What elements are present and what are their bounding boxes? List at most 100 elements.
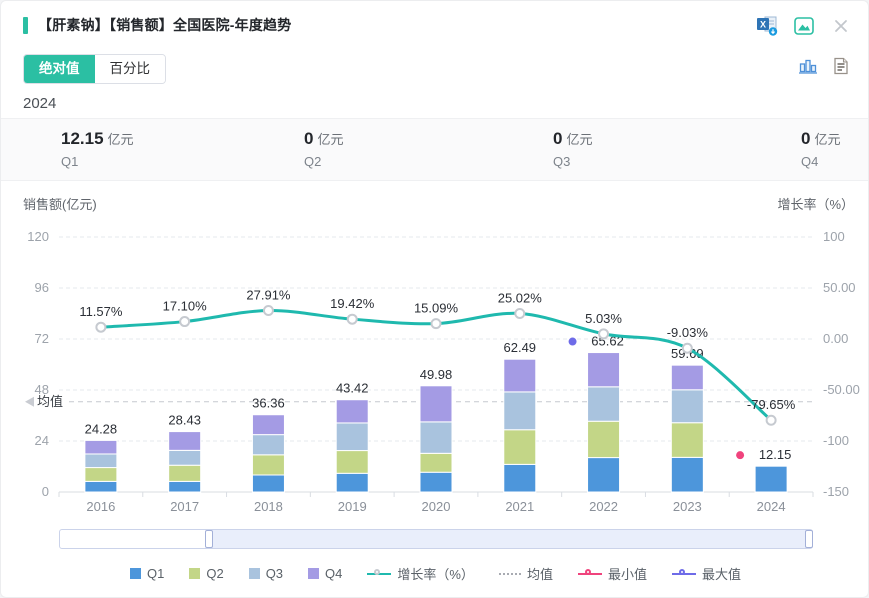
bar-segment-q4-2022[interactable] [587, 352, 621, 388]
bar-segment-q2-2017[interactable] [168, 464, 202, 482]
legend-item-[interactable]: 最小值 [577, 564, 647, 583]
bar-segment-q3-2019[interactable] [335, 422, 369, 452]
summary-q1-value: 12.15 [61, 129, 104, 148]
bar-segment-q3-2016[interactable] [84, 453, 118, 469]
legend-square-swatch [308, 568, 320, 579]
bar-segment-q2-2023[interactable] [670, 422, 704, 458]
bar-segment-q3-2022[interactable] [587, 386, 621, 422]
bar-segment-q2-2022[interactable] [587, 420, 621, 459]
bar-chart-view-icon[interactable] [798, 57, 818, 75]
growth-rate-label: -9.03% [667, 325, 709, 340]
bar-total-label: 12.15 [759, 447, 792, 462]
close-icon[interactable] [830, 16, 852, 36]
mean-line-label: 均值 [37, 394, 63, 409]
quarter-summary-strip: 12.15 亿元 Q1 0 亿元 Q2 0 亿元 Q3 0 亿元 Q4 [1, 118, 868, 181]
legend-item-[interactable]: 均值 [498, 564, 553, 583]
legend-label: Q4 [325, 566, 343, 581]
bar-segment-q2-2019[interactable] [335, 450, 369, 474]
bar-segment-q1-2023[interactable] [670, 456, 704, 493]
bar-segment-q1-2024[interactable] [754, 465, 788, 493]
bar-segment-q2-2016[interactable] [84, 467, 118, 482]
data-zoom-selected-range[interactable] [209, 530, 810, 548]
bar-segment-q2-2020[interactable] [419, 452, 453, 473]
bar-segment-q1-2017[interactable] [168, 480, 202, 493]
x-axis-category-label: 2017 [170, 499, 199, 514]
bar-segment-q3-2017[interactable] [168, 449, 202, 466]
legend-item-Q3[interactable]: Q3 [248, 566, 283, 581]
bar-segment-q4-2020[interactable] [419, 385, 453, 423]
growth-rate-label: 25.02% [498, 290, 543, 305]
bar-segment-q1-2018[interactable] [251, 474, 285, 493]
bar-segment-q4-2018[interactable] [251, 414, 285, 436]
data-zoom-slider[interactable] [59, 529, 813, 549]
bar-segment-q1-2016[interactable] [84, 480, 118, 493]
export-image-icon[interactable] [793, 16, 815, 36]
tab-percentage[interactable]: 百分比 [94, 55, 165, 83]
growth-point-marker[interactable] [262, 305, 274, 317]
right-axis-tick-label: -150 [823, 484, 849, 499]
growth-point-marker[interactable] [179, 316, 191, 328]
growth-point-marker[interactable] [681, 342, 693, 354]
summary-q2-value: 0 [304, 129, 314, 148]
bar-segment-q3-2021[interactable] [503, 391, 537, 431]
legend-circle-marker [678, 568, 685, 575]
bar-total-label: 49.98 [420, 367, 453, 382]
legend-label: 均值 [526, 567, 553, 582]
bar-segment-q4-2023[interactable] [670, 364, 704, 391]
x-axis-category-label: 2021 [505, 499, 534, 514]
data-zoom-handle-right[interactable] [805, 530, 813, 548]
bar-segment-q1-2019[interactable] [335, 472, 369, 493]
legend-item-Q2[interactable]: Q2 [189, 566, 224, 581]
growth-point-marker[interactable] [765, 414, 777, 426]
max-value-dot [568, 337, 577, 346]
bar-segment-q1-2022[interactable] [587, 457, 621, 493]
left-axis-tick-label: 24 [35, 433, 49, 448]
right-axis-tick-label: 50.00 [823, 280, 856, 295]
x-axis-category-label: 2023 [673, 499, 702, 514]
growth-rate-label: 5.03% [585, 311, 622, 326]
bar-segment-q4-2017[interactable] [168, 431, 202, 451]
growth-rate-label: 11.57% [79, 304, 123, 319]
left-axis-tick-label: 72 [35, 331, 49, 346]
legend-item-Q1[interactable]: Q1 [130, 566, 164, 581]
right-axis-title: 增长率（%） [777, 197, 854, 212]
x-axis-category-label: 2018 [254, 499, 283, 514]
growth-point-marker[interactable] [95, 321, 107, 333]
legend-square-swatch [130, 568, 141, 579]
summary-q4-label: Q4 [801, 154, 819, 169]
legend-item-Q4[interactable]: Q4 [308, 566, 342, 581]
growth-point-marker[interactable] [598, 328, 610, 340]
bar-segment-q1-2020[interactable] [419, 471, 453, 493]
bar-total-label: 62.49 [504, 340, 537, 355]
legend-line-circle-swatch [577, 568, 602, 579]
summary-q3-label: Q3 [553, 154, 571, 169]
bar-segment-q3-2018[interactable] [251, 434, 285, 456]
growth-point-marker[interactable] [430, 318, 442, 330]
summary-q2-unit: 亿元 [317, 132, 344, 147]
report-document-icon[interactable] [832, 57, 852, 75]
tab-absolute-value[interactable]: 绝对值 [24, 55, 95, 83]
growth-rate-label: -79.65% [747, 397, 796, 412]
bar-total-label: 43.42 [336, 381, 369, 396]
bar-segment-q3-2020[interactable] [419, 421, 453, 454]
bar-segment-q2-2021[interactable] [503, 429, 537, 465]
left-axis-tick-label: 0 [42, 484, 49, 499]
export-excel-icon[interactable]: X [756, 16, 778, 36]
bar-segment-q2-2018[interactable] [251, 454, 285, 476]
legend-item-[interactable]: 最大值 [671, 564, 741, 583]
legend-label: 最大值 [701, 567, 741, 582]
left-axis-tick-label: 96 [35, 280, 49, 295]
growth-point-marker[interactable] [514, 307, 526, 319]
legend-item-[interactable]: 增长率（%） [367, 564, 474, 583]
data-zoom-handle-left[interactable] [205, 530, 213, 548]
trend-chart[interactable]: 0 -150 24 -100 48 -50.00 72 0.00 96 50.00 120 100 20… [1, 213, 869, 525]
growth-rate-label: 27.91% [246, 288, 291, 303]
bar-segment-q1-2021[interactable] [503, 463, 537, 493]
right-axis-tick-label: 100 [823, 229, 845, 244]
bar-segment-q4-2021[interactable] [503, 358, 537, 393]
bar-segment-q3-2023[interactable] [670, 389, 704, 424]
growth-point-marker[interactable] [346, 313, 358, 325]
bar-segment-q4-2016[interactable] [84, 439, 118, 455]
bar-segment-q4-2019[interactable] [335, 399, 369, 424]
legend-dashed-swatch [498, 572, 521, 575]
